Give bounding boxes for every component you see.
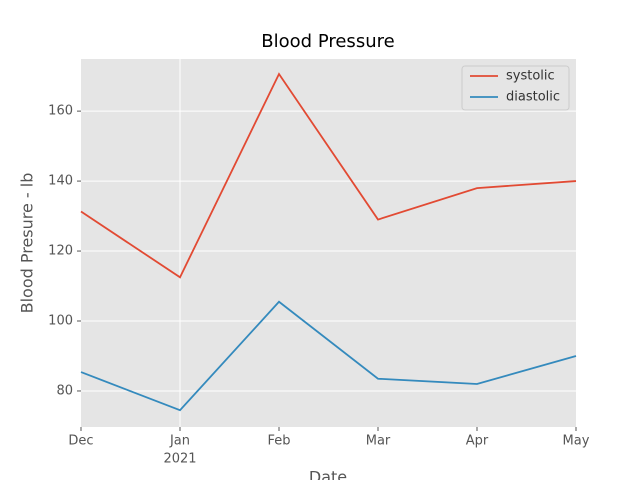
y-tick-label: 100: [48, 314, 73, 329]
x-tick-label: Dec: [68, 434, 93, 449]
legend-label: systolic: [506, 69, 555, 84]
chart-title: Blood Pressure: [261, 31, 394, 52]
y-tick-label: 80: [56, 383, 73, 398]
y-tick-label: 160: [48, 104, 73, 119]
x-tick-label: Jan: [169, 434, 190, 449]
x-tick-label: May: [563, 434, 590, 449]
x-tick-label: Mar: [366, 434, 391, 449]
y-tick-label: 120: [48, 244, 73, 259]
legend-label: diastolic: [506, 90, 560, 105]
legend-box: [461, 65, 570, 111]
x-tick-sublabel: 2021: [163, 452, 196, 467]
x-tick-label: Feb: [267, 434, 290, 449]
series-line: [80, 72, 577, 279]
x-tick-label: Apr: [466, 434, 489, 449]
plot-area: [81, 59, 576, 427]
y-axis-label: Blood Presure - lb: [18, 173, 37, 314]
x-axis-label: Date: [309, 468, 347, 480]
y-tick-label: 140: [48, 174, 73, 189]
series-line: [80, 300, 577, 412]
